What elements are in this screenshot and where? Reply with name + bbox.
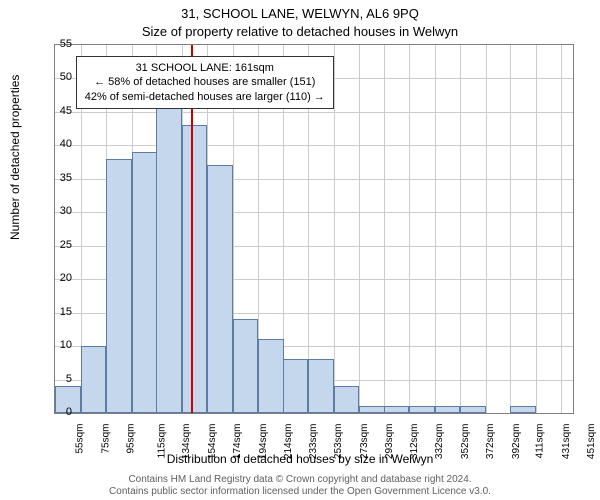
gridline-v bbox=[510, 45, 511, 413]
x-tick-label: 75sqm bbox=[100, 424, 111, 454]
histogram-bar bbox=[81, 346, 107, 413]
x-tick-label: 95sqm bbox=[126, 424, 137, 454]
y-tick-label: 25 bbox=[60, 239, 72, 251]
gridline-v bbox=[334, 45, 335, 413]
histogram-bar bbox=[308, 359, 334, 413]
histogram-bar bbox=[334, 386, 360, 413]
gridline-v bbox=[384, 45, 385, 413]
y-tick-label: 15 bbox=[60, 306, 72, 318]
y-tick-label: 45 bbox=[60, 105, 72, 117]
x-tick-label: 312sqm bbox=[409, 424, 420, 460]
footer-line-2: Contains public sector information licen… bbox=[0, 486, 600, 498]
y-tick-label: 20 bbox=[60, 272, 72, 284]
title-line-1: 31, SCHOOL LANE, WELWYN, AL6 9PQ bbox=[0, 6, 600, 21]
x-tick-label: 174sqm bbox=[232, 424, 243, 460]
histogram-bar bbox=[106, 159, 132, 413]
histogram-bar bbox=[510, 406, 536, 413]
gridline-v bbox=[561, 45, 562, 413]
y-tick-label: 30 bbox=[60, 205, 72, 217]
y-tick-label: 50 bbox=[60, 71, 72, 83]
histogram-bar bbox=[409, 406, 435, 413]
x-tick-label: 233sqm bbox=[308, 424, 319, 460]
gridline-v bbox=[359, 45, 360, 413]
y-axis-label: Number of detached properties bbox=[8, 75, 22, 240]
histogram-bar bbox=[156, 105, 182, 413]
annotation-box: 31 SCHOOL LANE: 161sqm ← 58% of detached… bbox=[76, 56, 334, 109]
y-tick-label: 40 bbox=[60, 138, 72, 150]
x-tick-label: 352sqm bbox=[460, 424, 471, 460]
x-tick-label: 273sqm bbox=[359, 424, 370, 460]
x-tick-label: 372sqm bbox=[486, 424, 497, 460]
histogram-bar bbox=[132, 152, 158, 413]
footer-line-1: Contains HM Land Registry data © Crown c… bbox=[0, 474, 600, 486]
y-tick-label: 10 bbox=[60, 339, 72, 351]
x-tick-label: 115sqm bbox=[156, 424, 167, 459]
gridline-v bbox=[409, 45, 410, 413]
histogram-bar bbox=[233, 319, 259, 413]
histogram-bar bbox=[460, 406, 486, 413]
x-tick-label: 293sqm bbox=[384, 424, 395, 460]
y-tick-label: 0 bbox=[66, 406, 72, 418]
gridline-v bbox=[486, 45, 487, 413]
x-tick-label: 194sqm bbox=[258, 424, 269, 460]
histogram-bar bbox=[182, 125, 208, 413]
x-tick-label: 451sqm bbox=[587, 424, 598, 460]
y-tick-label: 35 bbox=[60, 172, 72, 184]
x-tick-label: 214sqm bbox=[283, 424, 294, 460]
y-tick-label: 5 bbox=[66, 373, 72, 385]
gridline-v bbox=[460, 45, 461, 413]
footer-attribution: Contains HM Land Registry data © Crown c… bbox=[0, 474, 600, 498]
y-tick-label: 55 bbox=[60, 38, 72, 50]
histogram-bar bbox=[283, 359, 309, 413]
x-tick-label: 411sqm bbox=[535, 424, 546, 459]
x-tick-label: 154sqm bbox=[207, 424, 218, 460]
x-tick-label: 253sqm bbox=[333, 424, 344, 460]
x-tick-label: 431sqm bbox=[561, 424, 572, 460]
annotation-line-2: ← 58% of detached houses are smaller (15… bbox=[85, 75, 325, 89]
annotation-line-1: 31 SCHOOL LANE: 161sqm bbox=[85, 61, 325, 75]
x-tick-label: 392sqm bbox=[511, 424, 522, 460]
chart-plot-area: 31 SCHOOL LANE: 161sqm ← 58% of detached… bbox=[54, 44, 574, 414]
annotation-line-3: 42% of semi-detached houses are larger (… bbox=[85, 90, 325, 104]
histogram-bar bbox=[359, 406, 385, 413]
title-line-2: Size of property relative to detached ho… bbox=[0, 24, 600, 39]
histogram-bar bbox=[384, 406, 410, 413]
gridline-v bbox=[435, 45, 436, 413]
x-axis-label: Distribution of detached houses by size … bbox=[0, 452, 600, 466]
gridline-v bbox=[536, 45, 537, 413]
x-tick-label: 332sqm bbox=[434, 424, 445, 460]
x-tick-label: 55sqm bbox=[75, 424, 86, 454]
x-tick-label: 134sqm bbox=[181, 424, 192, 460]
histogram-bar bbox=[207, 165, 233, 413]
histogram-bar bbox=[435, 406, 461, 413]
histogram-bar bbox=[258, 339, 284, 413]
